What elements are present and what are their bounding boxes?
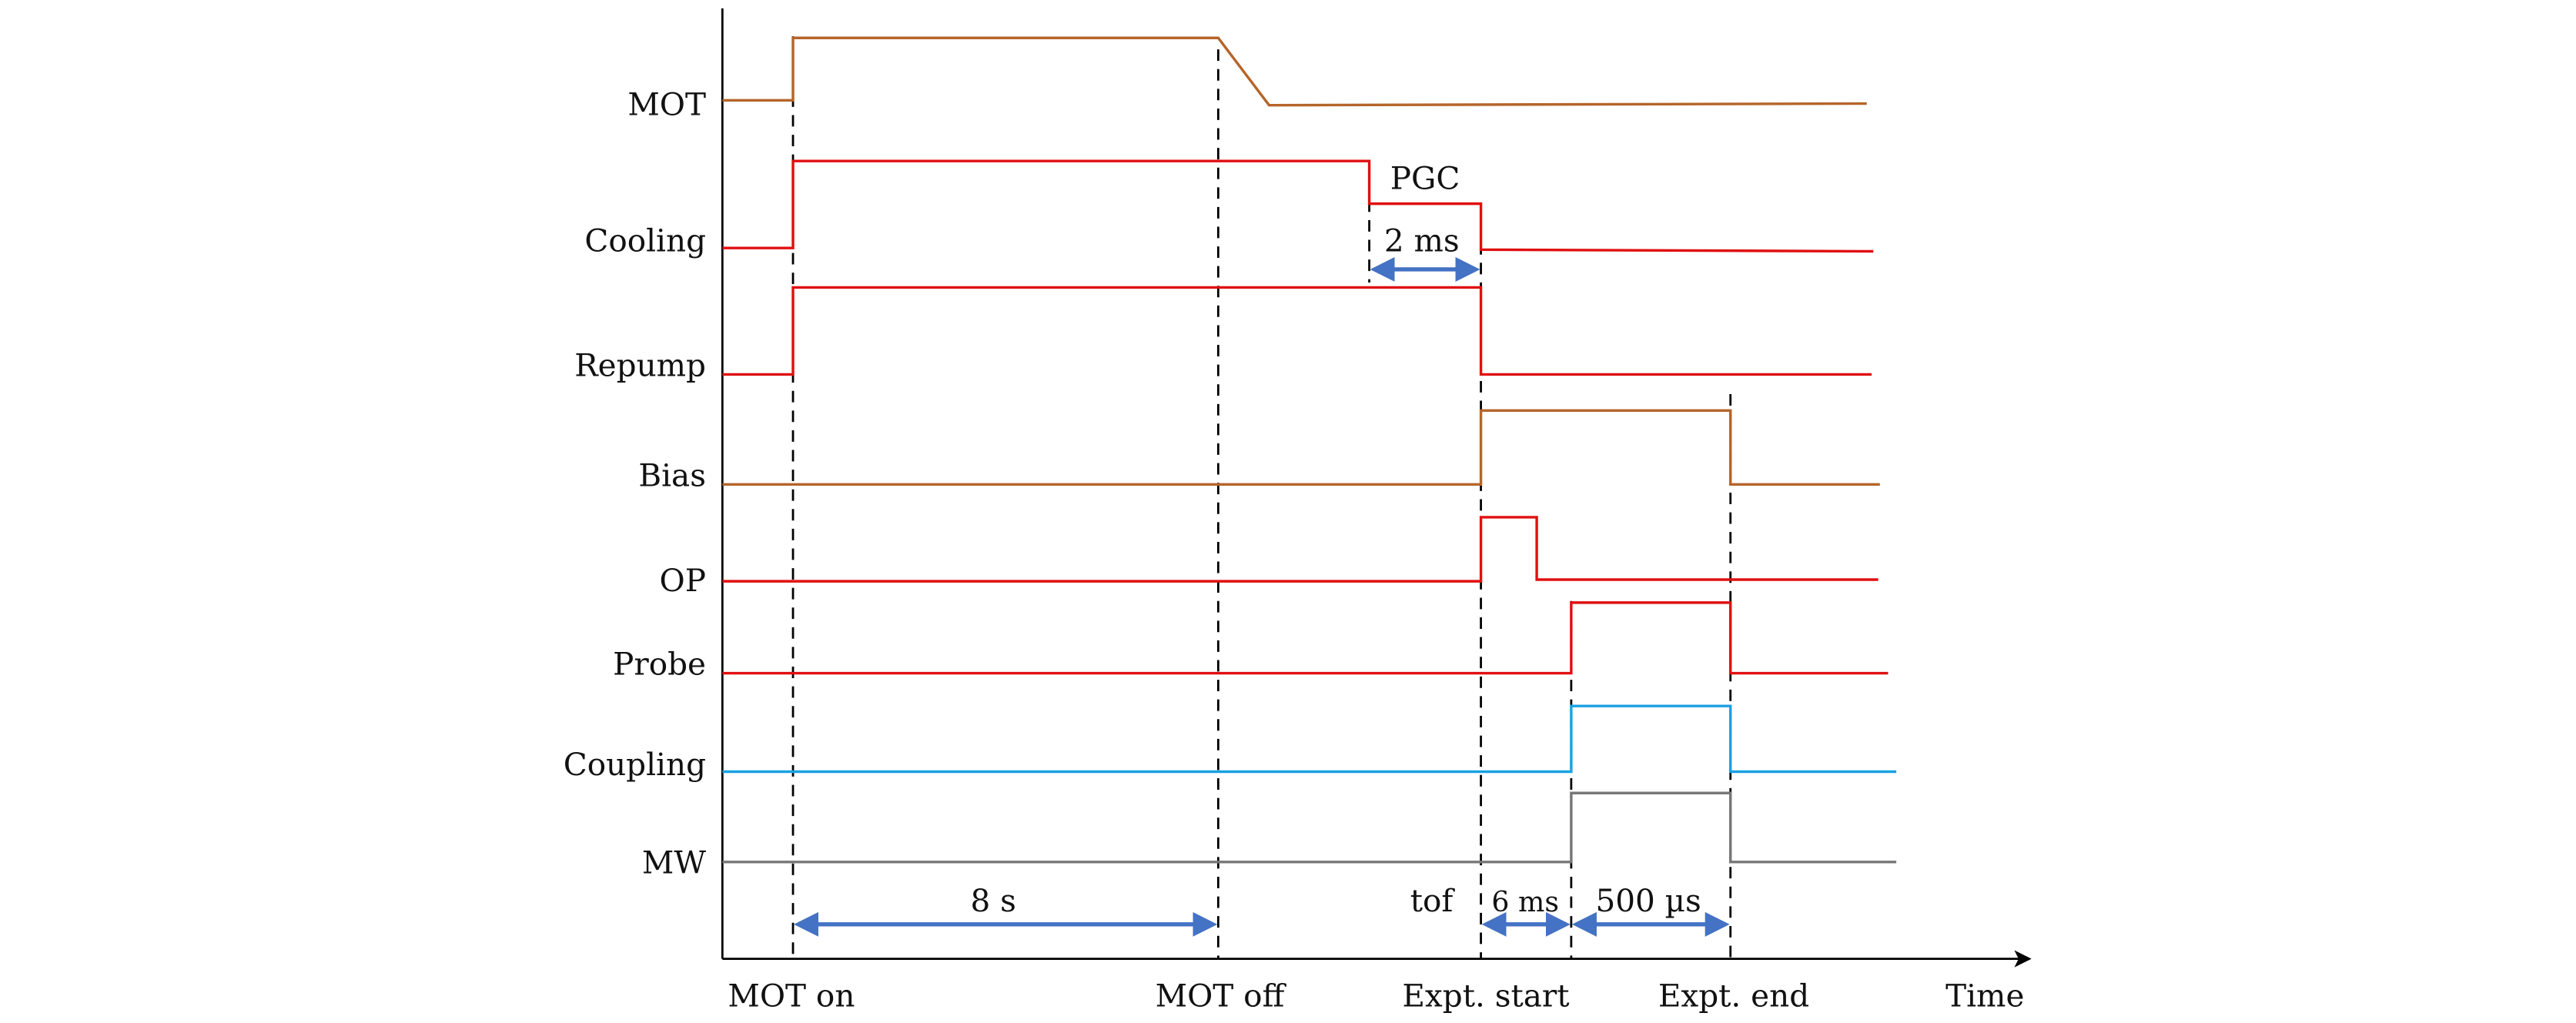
waveform-coupling bbox=[722, 704, 1897, 774]
waveform-cooling bbox=[722, 159, 1874, 253]
signal-label-repump: Repump bbox=[574, 347, 706, 384]
waveform-op bbox=[722, 516, 1878, 583]
waveform-bias bbox=[722, 409, 1880, 486]
signal-label-coupling: Coupling bbox=[564, 746, 706, 783]
signal-label-bias: Bias bbox=[638, 456, 706, 493]
event-label-expt-start: Expt. start bbox=[1402, 977, 1569, 1014]
signal-label-probe: Probe bbox=[613, 646, 706, 683]
signal-label-mw: MW bbox=[642, 844, 706, 881]
pgc-label: PGC bbox=[1390, 159, 1460, 196]
event-label-expt-end: Expt. end bbox=[1658, 977, 1809, 1014]
signal-label-cooling: Cooling bbox=[584, 222, 706, 259]
tof-label: tof bbox=[1410, 882, 1456, 919]
pgc-duration-label: 2 ms bbox=[1384, 222, 1460, 259]
waveform-repump bbox=[722, 286, 1872, 376]
mot-duration-label: 8 s bbox=[970, 882, 1015, 919]
waveform-mot bbox=[722, 36, 1867, 107]
expt-duration-label: 500 µs bbox=[1595, 882, 1701, 919]
event-label-mot-off: MOT off bbox=[1156, 977, 1287, 1014]
time-axis-label: Time bbox=[1945, 977, 2024, 1014]
tof-duration-label: 6 ms bbox=[1491, 885, 1559, 918]
signal-label-op: OP bbox=[660, 562, 706, 599]
waveform-mw bbox=[722, 791, 1897, 864]
signal-label-mot: MOT bbox=[627, 85, 706, 122]
event-label-mot-on: MOT on bbox=[728, 977, 855, 1014]
waveform-probe bbox=[722, 601, 1889, 675]
